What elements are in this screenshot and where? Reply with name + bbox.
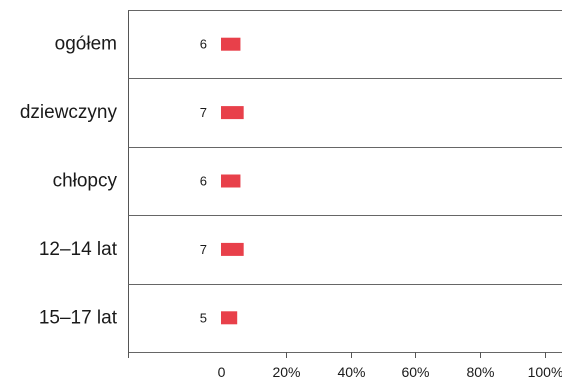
bar — [221, 174, 241, 188]
x-axis-tick-label: 40% — [337, 364, 365, 380]
x-axis-tick-label: 0 — [218, 364, 226, 380]
bar — [221, 242, 244, 256]
category-label: chłopcy — [53, 171, 118, 192]
bar — [221, 37, 241, 51]
value-label: 7 — [200, 242, 207, 257]
category-separators — [128, 10, 562, 353]
category-labels: ogółem dziewczyny chłopcy 12–14 lat 15–17 la… — [20, 34, 118, 329]
value-labels: 6 7 6 7 5 — [200, 37, 207, 326]
x-axis-ticks — [128, 352, 546, 358]
x-axis-tick-label: 80% — [466, 364, 494, 380]
x-axis-tick-label: 100% — [528, 364, 562, 380]
category-label: 15–17 lat — [39, 307, 118, 328]
value-label: 7 — [200, 105, 207, 120]
category-label: dziewczyny — [20, 102, 118, 123]
bar — [221, 106, 244, 120]
value-label: 6 — [200, 37, 207, 52]
category-label: ogółem — [55, 34, 117, 55]
category-label: 12–14 lat — [39, 239, 118, 260]
x-axis-tick-labels: 0 20% 40% 60% 80% 100% — [218, 364, 562, 380]
bar — [221, 311, 238, 325]
value-label: 6 — [200, 174, 207, 189]
x-axis-tick-label: 20% — [272, 364, 300, 380]
x-axis-tick-label: 60% — [401, 364, 429, 380]
value-label: 5 — [200, 310, 207, 325]
bars — [221, 37, 244, 325]
